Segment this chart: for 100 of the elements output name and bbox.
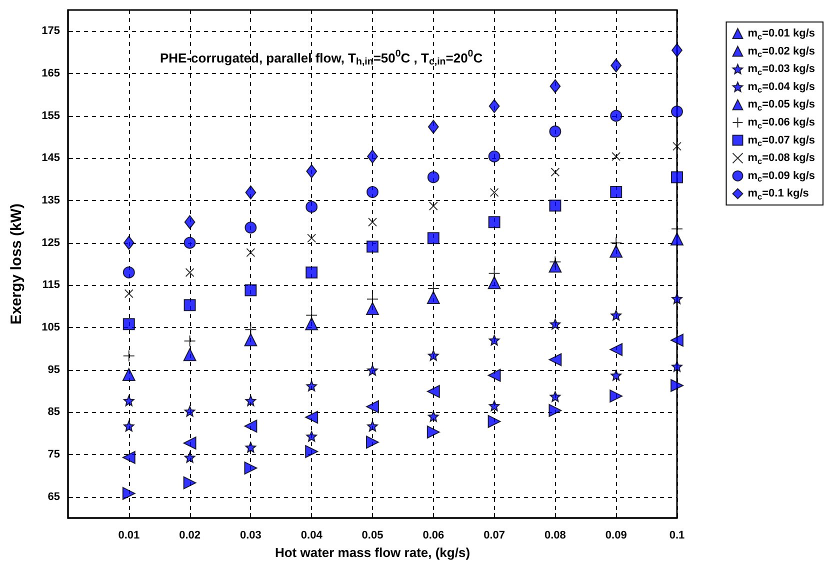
point [488, 414, 501, 428]
point [548, 353, 562, 366]
y-tick-label: 135 [42, 194, 60, 206]
point [245, 185, 256, 200]
point [550, 391, 561, 402]
point [428, 410, 439, 422]
point [426, 426, 440, 439]
point [428, 350, 439, 361]
point [122, 486, 136, 500]
point [672, 293, 682, 304]
x-axis-title: Hot water mass flow rate, (kg/s) [274, 545, 470, 560]
point [610, 236, 622, 249]
point [184, 452, 196, 463]
x-tick-label: 0.05 [362, 530, 384, 542]
y-tick-label: 75 [48, 448, 60, 460]
x-tick-label: 0.03 [240, 530, 262, 542]
point [183, 436, 196, 450]
point [610, 110, 622, 122]
x-tick-label: 0.02 [179, 530, 201, 542]
point [122, 368, 136, 381]
point [307, 234, 316, 243]
point [245, 442, 256, 453]
point [368, 218, 377, 227]
point [185, 268, 194, 277]
y-tick-label: 125 [42, 236, 60, 249]
point [550, 318, 561, 330]
point [122, 450, 136, 464]
x-tick-label: 0.09 [605, 530, 627, 542]
point [488, 267, 500, 280]
point [306, 200, 318, 213]
point [244, 420, 258, 433]
y-tick-label: 85 [48, 406, 60, 418]
point [184, 215, 196, 230]
point [367, 149, 378, 164]
point [244, 284, 257, 296]
point [488, 368, 501, 382]
y-tick-label: 65 [48, 490, 60, 503]
point [244, 222, 257, 234]
point [366, 186, 378, 198]
point [306, 430, 318, 442]
point [610, 58, 622, 72]
point [427, 171, 440, 184]
point [672, 142, 682, 151]
y-tick-label: 145 [42, 152, 60, 164]
point [670, 378, 684, 392]
point [426, 290, 440, 304]
point [610, 370, 622, 381]
point [122, 318, 135, 330]
point [550, 79, 561, 94]
point [366, 400, 379, 414]
x-tick-label: 0.04 [300, 530, 324, 542]
point [427, 282, 440, 295]
point [549, 200, 562, 212]
point [488, 216, 500, 228]
point [490, 188, 499, 197]
point [122, 350, 135, 362]
x-tick-label: 0.08 [544, 530, 566, 542]
point [672, 360, 682, 372]
x-tick-label: 0.1 [669, 530, 685, 542]
point [123, 236, 134, 250]
y-tick-label: 105 [42, 322, 60, 334]
point [610, 244, 623, 258]
point [612, 152, 621, 161]
point [671, 106, 683, 118]
point [305, 317, 318, 330]
x-tick-label: 0.07 [484, 530, 506, 542]
point [672, 43, 682, 58]
y-tick-label: 165 [42, 68, 60, 80]
x-tick-label: 0.01 [118, 530, 140, 542]
point [549, 126, 562, 138]
point [670, 232, 684, 246]
point [488, 99, 500, 114]
y-tick-label: 95 [48, 364, 60, 376]
point [122, 266, 135, 278]
point [488, 276, 501, 290]
point [244, 462, 258, 475]
point [550, 168, 560, 177]
point [305, 410, 318, 424]
y-tick-label: 115 [42, 279, 60, 292]
point [183, 476, 196, 490]
x-tick-label: 0.06 [422, 530, 444, 542]
point [244, 333, 258, 346]
y-tick-label: 175 [42, 25, 60, 38]
point [367, 420, 378, 432]
point [184, 236, 196, 249]
point [366, 240, 378, 253]
point [366, 302, 379, 315]
point [428, 120, 439, 134]
y-axis-title: Exergy loss (kW) [8, 204, 25, 324]
point [367, 364, 378, 376]
point [610, 390, 623, 403]
point [488, 334, 500, 346]
point [548, 404, 562, 417]
point [427, 232, 440, 244]
point [670, 334, 684, 347]
point [123, 395, 134, 406]
point [305, 445, 318, 458]
point [123, 420, 134, 432]
point [306, 266, 318, 278]
point [488, 150, 500, 162]
